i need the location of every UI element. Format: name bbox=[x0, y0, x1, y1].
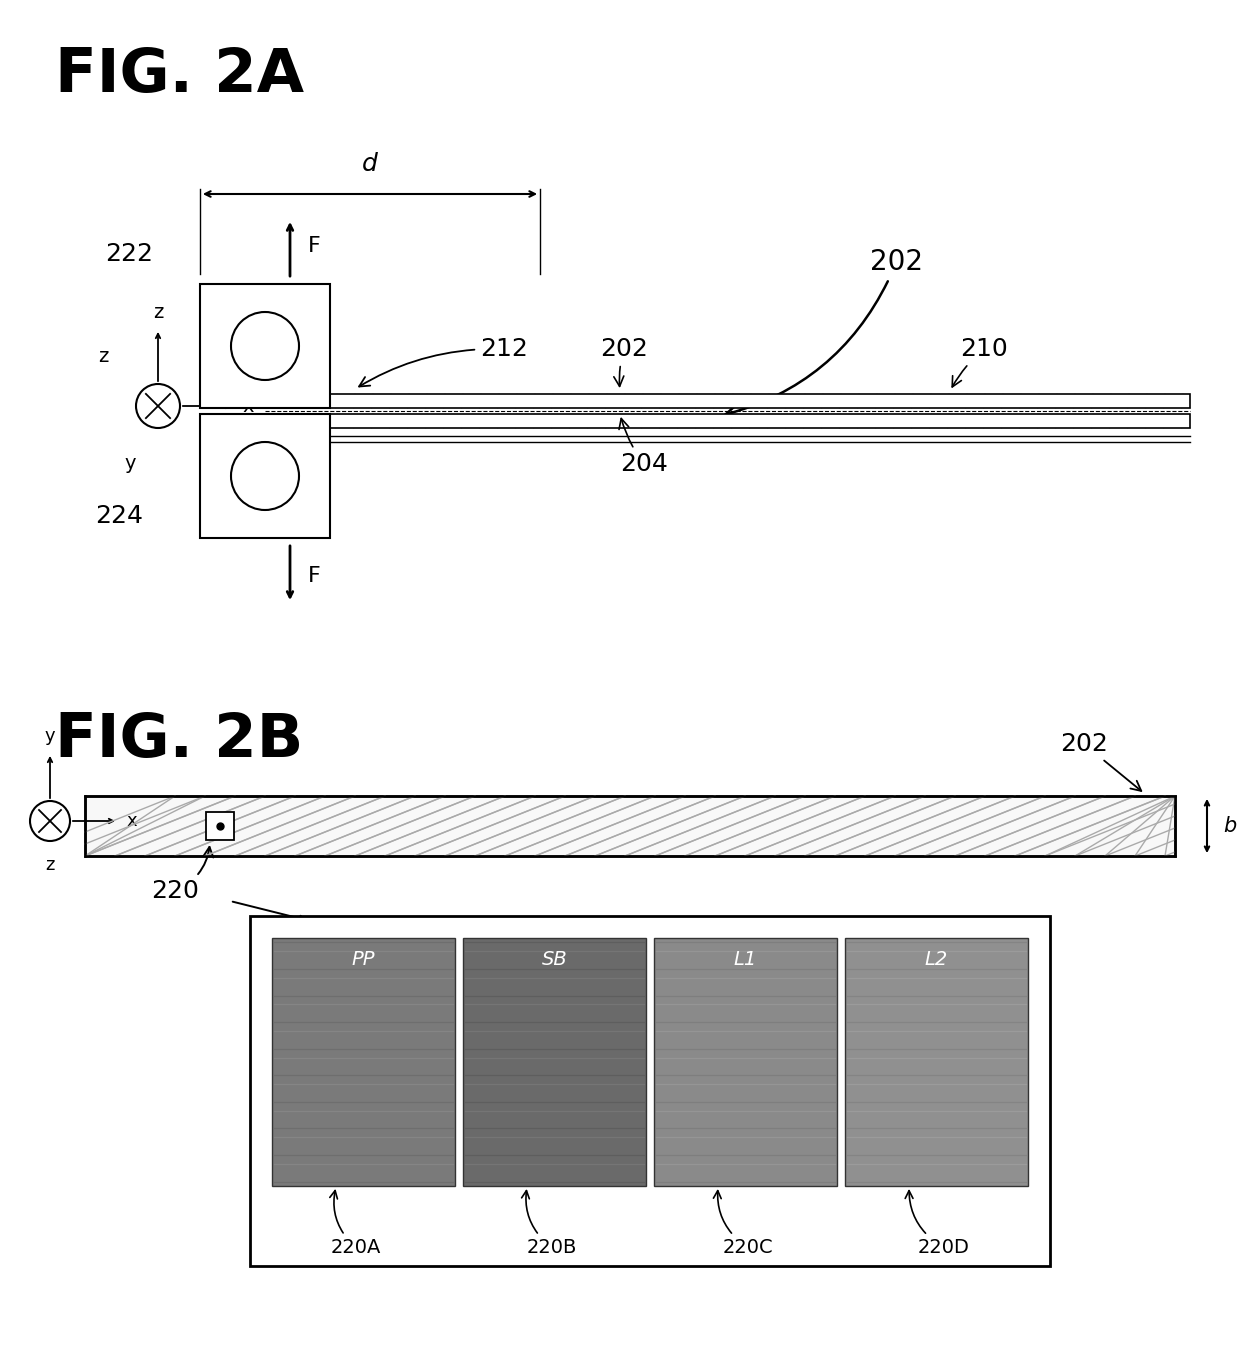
Text: 202: 202 bbox=[1060, 732, 1141, 791]
Text: FIG. 2B: FIG. 2B bbox=[55, 710, 304, 770]
Text: FIG. 2A: FIG. 2A bbox=[55, 46, 304, 105]
Text: 220D: 220D bbox=[905, 1191, 970, 1257]
Text: F: F bbox=[308, 566, 321, 586]
Text: d: d bbox=[362, 152, 378, 176]
Bar bbox=[86, 796, 1176, 856]
Text: 220C: 220C bbox=[713, 1191, 774, 1257]
Bar bbox=[653, 938, 837, 1186]
Text: 210: 210 bbox=[952, 337, 1008, 387]
Text: L2: L2 bbox=[925, 949, 949, 968]
Bar bbox=[250, 917, 1050, 1266]
Text: b: b bbox=[1223, 816, 1236, 836]
Circle shape bbox=[136, 384, 180, 428]
Bar bbox=[844, 938, 1028, 1186]
Bar bbox=[265, 414, 1190, 428]
Text: x: x bbox=[242, 396, 253, 415]
Bar bbox=[463, 938, 646, 1186]
Bar bbox=[200, 284, 330, 408]
Text: y: y bbox=[45, 727, 56, 744]
Text: 212: 212 bbox=[360, 337, 528, 387]
Circle shape bbox=[231, 311, 299, 380]
Text: 220: 220 bbox=[151, 847, 213, 903]
Text: z: z bbox=[98, 347, 108, 366]
Bar bbox=[206, 811, 234, 840]
Text: 204: 204 bbox=[619, 418, 668, 475]
Bar bbox=[272, 938, 455, 1186]
Circle shape bbox=[231, 443, 299, 510]
Text: PP: PP bbox=[352, 949, 376, 968]
Text: F: F bbox=[308, 236, 321, 255]
Text: y: y bbox=[124, 454, 135, 473]
Bar bbox=[265, 393, 1190, 408]
Text: z: z bbox=[153, 303, 164, 322]
Bar bbox=[200, 414, 330, 538]
Text: x: x bbox=[126, 811, 136, 831]
Text: SB: SB bbox=[542, 949, 568, 968]
Text: 220B: 220B bbox=[522, 1191, 577, 1257]
Text: 202: 202 bbox=[725, 249, 923, 417]
Text: 202: 202 bbox=[600, 337, 647, 387]
Text: 224: 224 bbox=[95, 504, 143, 529]
Text: L1: L1 bbox=[734, 949, 758, 968]
Text: 222: 222 bbox=[105, 242, 153, 266]
Text: z: z bbox=[46, 856, 55, 874]
Circle shape bbox=[30, 800, 69, 841]
Text: 220A: 220A bbox=[330, 1191, 381, 1257]
